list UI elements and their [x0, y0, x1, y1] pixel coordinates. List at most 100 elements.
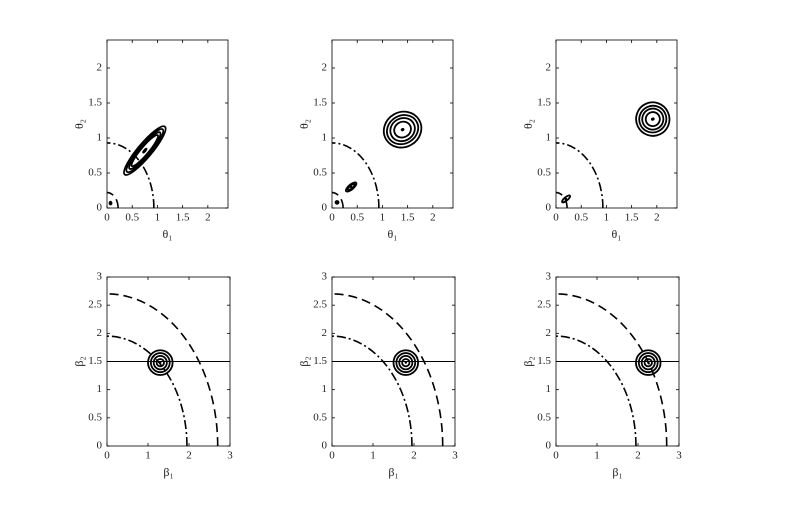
- x-tick-label: 0: [104, 212, 110, 224]
- contour: [389, 117, 416, 143]
- y-axis-label: θ₂: [72, 119, 86, 129]
- y-tick-label: 0: [546, 202, 552, 214]
- x-tick-label: 1.5: [401, 212, 415, 224]
- y-tick-label: 2: [322, 62, 328, 74]
- contour: [344, 181, 358, 193]
- contour-center: [564, 197, 568, 201]
- x-tick-label: 0.5: [350, 212, 364, 224]
- contour-center: [143, 149, 147, 152]
- y-tick-label: 1.5: [537, 97, 551, 109]
- x-tick-label: 1: [155, 212, 161, 224]
- y-tick-label: 2: [97, 327, 103, 339]
- reference-arc: [107, 293, 219, 446]
- contour: [401, 358, 411, 368]
- contour: [147, 349, 174, 376]
- contour: [149, 352, 171, 374]
- contour: [635, 101, 671, 137]
- reference-arc: [556, 142, 604, 208]
- y-tick-label: 0.5: [537, 167, 551, 179]
- y-axis-label: β₂: [72, 356, 86, 366]
- axes-frame: [331, 39, 454, 209]
- y-tick-label: 0.5: [88, 167, 102, 179]
- contour: [644, 111, 661, 128]
- reference-arc: [332, 142, 380, 208]
- x-tick-label: 0.5: [574, 212, 588, 224]
- contour-center: [404, 361, 407, 364]
- contour: [393, 120, 412, 139]
- contour: [346, 182, 356, 192]
- x-tick-label: 0: [104, 450, 110, 462]
- plot-area: [332, 110, 423, 208]
- y-tick-label: 0: [322, 202, 328, 214]
- x-tick-label: 0: [329, 212, 335, 224]
- y-tick-label: 3: [546, 271, 552, 283]
- y-tick-label: 1.5: [88, 97, 102, 109]
- x-tick-label: 3: [676, 450, 682, 462]
- contour: [382, 110, 423, 149]
- panel: 0 1 2 3 0 0.5 1 1.5 2 2.5 3 β₁ β₂: [72, 271, 234, 479]
- panel: 0 1 2 3 0 0.5 1 1.5 2 2.5 3 β₁ β₂: [521, 271, 683, 479]
- contour: [638, 104, 668, 134]
- x-tick-label: 3: [452, 450, 458, 462]
- y-axis-label: β₂: [297, 356, 311, 366]
- contour: [386, 114, 420, 146]
- x-axis-label: β₁: [163, 465, 173, 479]
- reference-arc: [107, 191, 119, 208]
- y-tick-label: 1: [546, 132, 552, 144]
- contour: [155, 358, 165, 368]
- reference-arc: [556, 293, 668, 446]
- reference-arc: [332, 335, 413, 446]
- contour-center: [647, 361, 650, 364]
- y-tick-label: 1.5: [313, 97, 327, 109]
- x-axis-label: θ₁: [388, 227, 398, 241]
- contour: [334, 200, 340, 205]
- reference-arc: [556, 191, 568, 208]
- contour: [643, 358, 653, 368]
- x-tick-label: 1.5: [176, 212, 190, 224]
- x-axis-label: θ₁: [163, 227, 173, 241]
- contour-center: [159, 361, 162, 364]
- y-tick-label: 0.5: [88, 411, 102, 423]
- contour-center: [401, 128, 404, 131]
- panel: 0 0.5 1 1.5 2 0 0.5 1 1.5 2 θ₁ θ₂: [72, 39, 229, 241]
- x-tick-label: 3: [227, 450, 233, 462]
- x-tick-label: 2: [430, 212, 436, 224]
- x-tick-label: 2: [205, 212, 211, 224]
- y-tick-label: 0.5: [537, 411, 551, 423]
- y-tick-label: 3: [97, 271, 103, 283]
- panel: 0 0.5 1 1.5 2 0 0.5 1 1.5 2 θ₁ θ₂: [521, 39, 678, 241]
- y-axis-label: β₂: [521, 356, 535, 366]
- plot-area: [556, 101, 671, 208]
- contour: [128, 131, 162, 170]
- x-tick-label: 0: [329, 450, 335, 462]
- y-tick-label: 1: [97, 132, 103, 144]
- y-tick-label: 0.5: [313, 167, 327, 179]
- reference-arc: [332, 293, 444, 446]
- contour: [641, 107, 665, 131]
- contour: [125, 128, 165, 174]
- contour-center: [651, 117, 654, 121]
- x-axis-label: θ₁: [612, 227, 622, 241]
- y-tick-label: 1: [322, 383, 328, 395]
- panel: 0 0.5 1 1.5 2 0 0.5 1 1.5 2 θ₁ θ₂: [297, 39, 454, 241]
- y-tick-label: 1.5: [537, 355, 551, 367]
- y-tick-label: 1.5: [88, 355, 102, 367]
- contour: [395, 352, 417, 374]
- y-tick-label: 1: [322, 132, 328, 144]
- contour-center: [109, 201, 112, 205]
- reference-arc: [107, 142, 155, 208]
- x-tick-label: 1: [370, 450, 376, 462]
- panel: 0 1 2 3 0 0.5 1 1.5 2 2.5 3 β₁ β₂: [297, 271, 459, 479]
- y-axis-label: θ₂: [297, 119, 311, 129]
- contour-center: [349, 185, 353, 189]
- plot-area: [107, 125, 167, 208]
- contour: [640, 354, 656, 371]
- contour: [123, 125, 167, 176]
- plot-area: [332, 293, 455, 446]
- x-tick-label: 0: [553, 450, 559, 462]
- reference-arc: [556, 335, 637, 446]
- y-tick-label: 2.5: [537, 299, 551, 311]
- y-tick-label: 2: [546, 62, 552, 74]
- y-tick-label: 0: [97, 440, 103, 452]
